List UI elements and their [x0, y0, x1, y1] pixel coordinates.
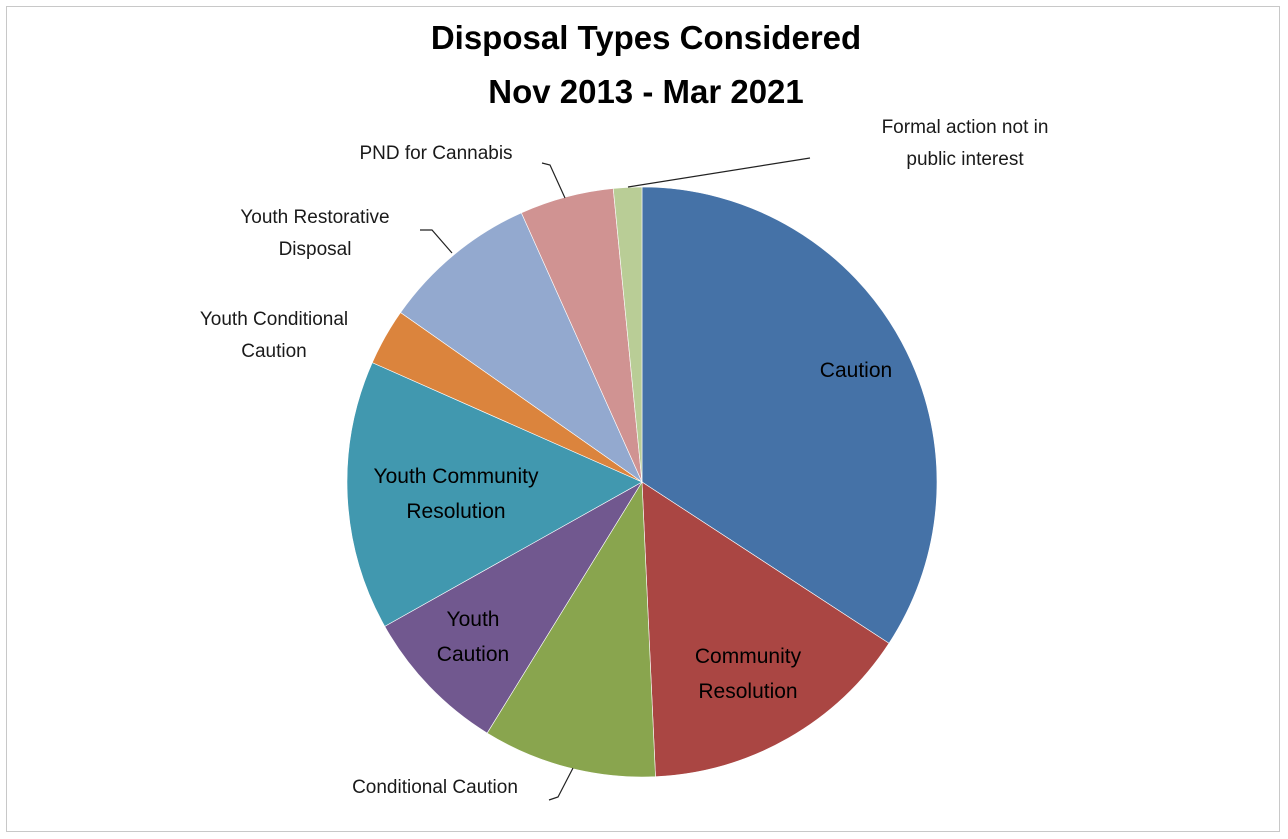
pie-slice-community-resolution	[641, 481, 890, 778]
leader-lines	[420, 157, 811, 801]
slice-label-youth-restorative-disposal: Youth Restorative Disposal	[240, 207, 389, 260]
slice-label-line: Youth Restorative	[240, 207, 389, 228]
slice-label-line: PND for Cannabis	[359, 143, 512, 164]
pie-slice-conditional-caution	[486, 481, 656, 778]
slice-label-youth-community-resolution: Youth Community Resolution	[374, 465, 539, 523]
pie-slice-youth-restorative-disposal	[400, 212, 643, 483]
leader-line-9	[627, 157, 811, 188]
pie-slices	[346, 186, 938, 778]
pie-slice-formal-action-not-in-public-interest	[612, 186, 643, 483]
slice-label-youth-caution: Youth Caution	[437, 608, 509, 666]
slice-label-line: Youth Conditional	[200, 309, 348, 330]
slice-label-line: Caution	[820, 359, 892, 382]
slice-label-conditional-caution: Conditional Caution	[352, 777, 518, 798]
leader-line-7	[420, 229, 453, 254]
chart-title-line-2: Nov 2013 - Mar 2021	[488, 73, 804, 110]
slice-label-line: Youth	[447, 608, 500, 631]
slice-label-line: Community	[695, 645, 802, 668]
slice-label-formal-action-not-in-public-interest: Formal action not in public interest	[882, 117, 1049, 170]
chart-title-line-1: Disposal Types Considered	[431, 19, 861, 56]
slice-label-line: Resolution	[698, 680, 797, 703]
slice-label-line: Resolution	[406, 500, 505, 523]
slice-label-community-resolution: Community Resolution	[695, 645, 802, 703]
slice-label-caution: Caution	[820, 359, 892, 382]
slice-label-line: Caution	[241, 341, 307, 362]
pie-slice-youth-community-resolution	[346, 362, 643, 627]
slice-label-line: Disposal	[279, 239, 352, 260]
pie-slice-youth-caution	[384, 481, 643, 734]
slice-labels: Caution Community Resolution Conditional Ca…	[200, 117, 1049, 798]
leader-line-8	[541, 162, 566, 199]
slice-label-youth-conditional-caution: Youth Conditional Caution	[200, 309, 348, 362]
slice-label-line: public interest	[906, 149, 1024, 170]
slice-label-line: Conditional Caution	[352, 777, 518, 798]
leader-line-3	[548, 767, 574, 801]
pie-slice-caution	[641, 186, 938, 644]
slice-label-line: Formal action not in	[882, 117, 1049, 138]
slice-label-line: Caution	[437, 643, 509, 666]
chart-title: Disposal Types Considered Nov 2013 - Mar …	[431, 19, 861, 110]
slice-label-pnd-for-cannabis: PND for Cannabis	[359, 143, 512, 164]
slice-label-line: Youth Community	[374, 465, 539, 488]
